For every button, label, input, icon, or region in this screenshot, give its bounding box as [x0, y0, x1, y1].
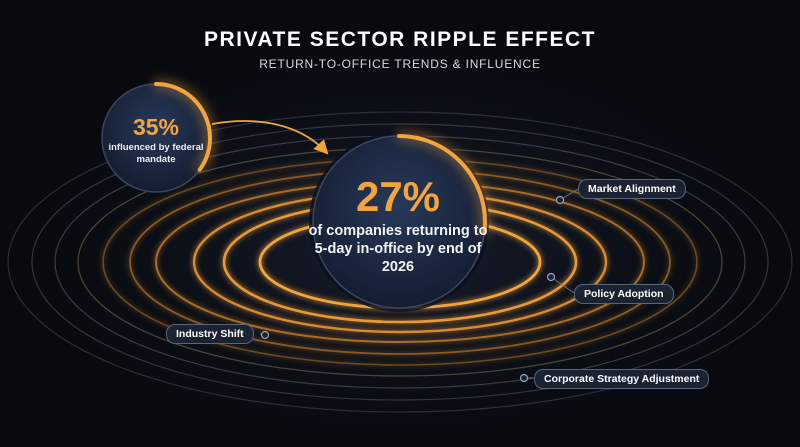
side-stat-value: 35% [132, 114, 180, 140]
side-progress-arc [154, 82, 212, 172]
center-stat-value: 27% [355, 173, 441, 220]
market-alignment-dot [555, 195, 565, 205]
policy-adoption-dot [546, 272, 556, 282]
center-progress-arc [397, 134, 487, 235]
market-alignment-label: Market Alignment [578, 179, 686, 199]
policy-adoption-label: Policy Adoption [574, 284, 674, 304]
influence-arrow [211, 120, 329, 155]
industry-shift-label: Industry Shift [166, 324, 254, 344]
industry-shift-dot [260, 330, 270, 340]
page-title: PRIVATE SECTOR RIPPLE EFFECT [203, 28, 597, 51]
label-connectors [259, 188, 579, 383]
corporate-strategy-dot [519, 373, 529, 383]
center-stat-description: of companies returning to 5-day in-offic… [308, 223, 488, 275]
side-stat-description: influenced by federal mandate [108, 142, 204, 165]
corporate-strategy-label: Corporate Strategy Adjustment [534, 369, 710, 389]
page-subtitle: RETURN-TO-OFFICE TRENDS & INFLUENCE [259, 57, 541, 71]
